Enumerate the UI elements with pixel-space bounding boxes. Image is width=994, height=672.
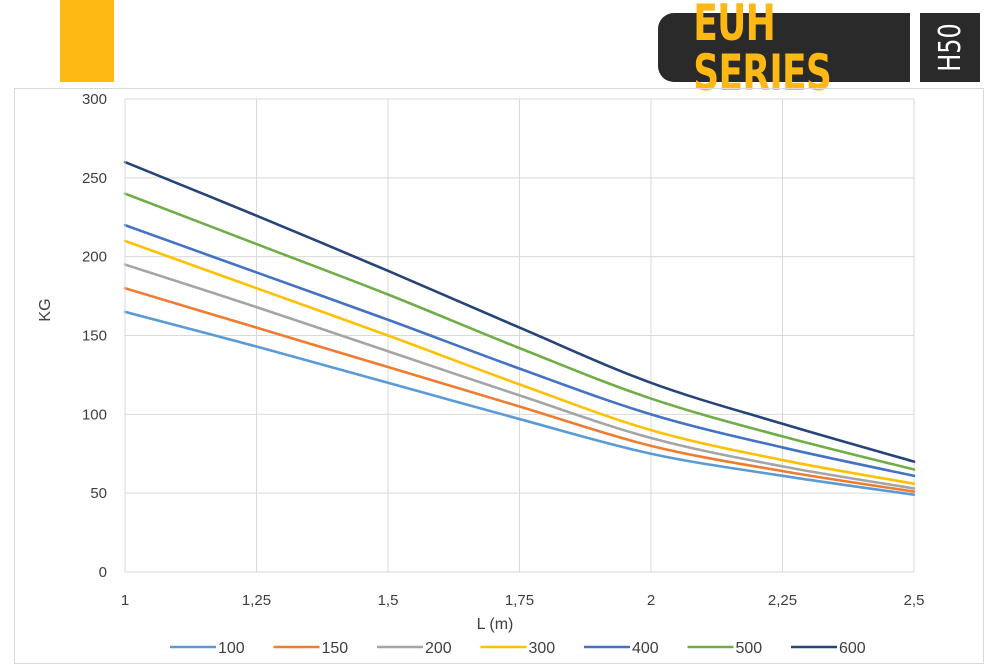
y-tick-label: 150 — [82, 328, 107, 345]
y-tick-label: 200 — [82, 249, 107, 266]
series-line-300 — [123, 239, 916, 486]
y-axis-label: KG — [37, 298, 54, 321]
series-line-150 — [123, 286, 916, 493]
legend-label-200: 200 — [425, 640, 452, 657]
series-badge: EUH SERIES — [658, 0, 910, 98]
series-line-200 — [123, 263, 916, 490]
x-axis-label: L (m) — [477, 616, 514, 633]
x-tick-label: 1 — [121, 592, 129, 609]
x-tick-label: 1,75 — [505, 592, 534, 609]
chart-frame — [14, 88, 984, 664]
y-tick-label: 50 — [90, 485, 107, 502]
legend-label-300: 300 — [529, 640, 556, 657]
legend-label-100: 100 — [218, 640, 245, 657]
y-tick-label: 300 — [82, 91, 107, 108]
legend-label-600: 600 — [839, 640, 866, 657]
series-line-100 — [123, 310, 916, 497]
legend-label-150: 150 — [322, 640, 349, 657]
grid-lines — [125, 98, 915, 572]
series-lines — [123, 160, 916, 497]
y-tick-label: 250 — [82, 170, 107, 187]
axes: 0 50 100 150 200 250 300 1 1,25 1,5 1,75 2 2,25 2,5 — [82, 91, 924, 609]
x-tick-label: 1,25 — [242, 592, 271, 609]
x-tick-label: 2,25 — [768, 592, 797, 609]
x-tick-label: 2 — [647, 592, 655, 609]
series-line-400 — [123, 223, 916, 478]
x-tick-label: 1,5 — [378, 592, 399, 609]
y-tick-label: 0 — [99, 564, 107, 581]
series-label: EUH SERIES — [693, 0, 832, 102]
series-line-600 — [123, 160, 916, 463]
model-badge: H50 — [920, 13, 980, 82]
accent-block — [60, 0, 114, 82]
legend: 100 150 200 300 400 500 600 — [170, 640, 866, 657]
legend-label-400: 400 — [632, 640, 659, 657]
x-tick-label: 2,5 — [904, 592, 925, 609]
y-tick-label: 100 — [82, 406, 107, 423]
legend-label-500: 500 — [736, 640, 763, 657]
series-line-500 — [123, 192, 916, 471]
